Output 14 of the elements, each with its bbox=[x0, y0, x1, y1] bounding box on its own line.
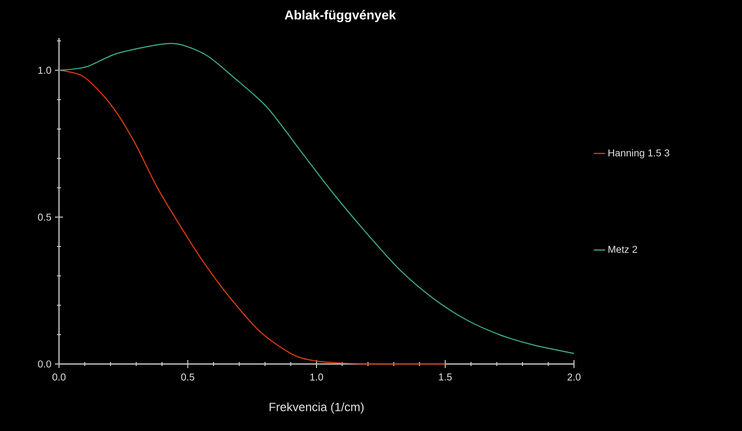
line-series bbox=[58, 70, 446, 365]
x-tick-label: 1.0 bbox=[310, 374, 324, 381]
legend-label: Hanning 1.5 3 bbox=[608, 149, 670, 158]
x-tick-label: 0.5 bbox=[181, 374, 194, 381]
chart-title: Ablak-függvények bbox=[284, 10, 396, 22]
x-axis-title: Frekvencia (1/cm) bbox=[270, 402, 364, 414]
y-tick-label: 1.0 bbox=[38, 66, 52, 74]
y-tick-label: 0.5 bbox=[38, 214, 52, 221]
x-tick-label: 0.0 bbox=[52, 374, 66, 381]
x-tick-label: 1.5 bbox=[439, 374, 452, 380]
line-series bbox=[58, 42, 575, 354]
x-tick-label: 2.0 bbox=[568, 374, 581, 381]
legend-label: Metz 2 bbox=[608, 246, 638, 253]
y-tick-label: 0.0 bbox=[38, 360, 52, 368]
